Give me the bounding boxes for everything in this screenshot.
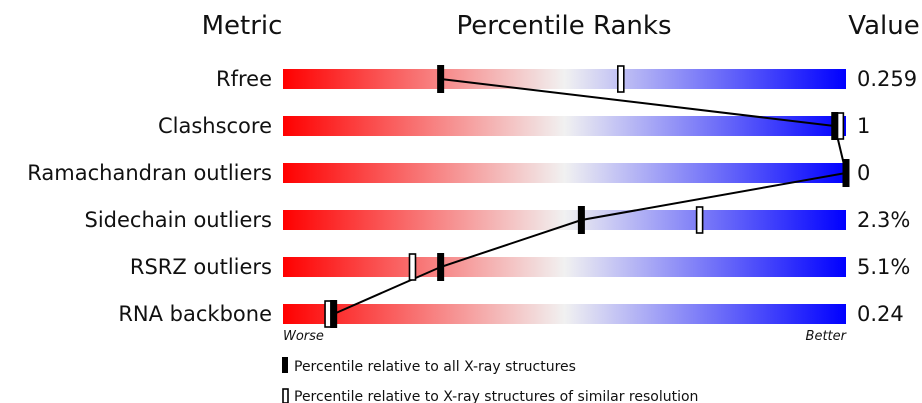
all-structures-marker-sidechain-outliers [577,206,585,234]
percentile-bar-ramachandran-outliers [283,163,846,183]
percentile-bar-rfree [283,69,846,89]
value-label-rsrz-outliers: 5.1% [857,255,910,279]
similar-resolution-marker-rfree [616,65,625,93]
value-label-sidechain-outliers: 2.3% [857,208,910,232]
similar-resolution-marker-rna-backbone [324,300,332,328]
metric-label-ramachandran-outliers: Ramachandran outliers [27,161,272,185]
metric-label-rsrz-outliers: RSRZ outliers [130,255,272,279]
all-structures-marker-rfree [437,65,445,93]
similar-resolution-marker-rsrz-outliers [408,253,417,281]
value-label-rna-backbone: 0.24 [857,302,904,326]
all-structures-marker-rna-backbone [330,300,338,328]
similar-resolution-marker-sidechain-outliers [695,206,704,234]
rank-bars: Rfree 0.259 Clashscore 1 Ramachandran outlie… [27,67,917,326]
percentile-bar-rna-backbone [283,304,846,324]
metric-label-rna-backbone: RNA backbone [118,302,272,326]
legend-filled-label: Percentile relative to all X-ray structu… [294,359,576,375]
all-structures-marker-rsrz-outliers [437,253,445,281]
metric-label-clashscore: Clashscore [158,114,272,138]
percentile-markers [324,65,850,328]
metric-label-rfree: Rfree [216,67,272,91]
percentile-connector-line [333,78,848,315]
value-label-rfree: 0.259 [857,67,917,91]
legend-hollow-marker [282,388,289,403]
axis-worse-label: Worse [283,329,324,344]
metric-label-sidechain-outliers: Sidechain outliers [84,208,272,232]
legend-hollow-label: Percentile relative to X-ray structures … [294,389,698,403]
legend-filled-marker [282,357,288,373]
all-structures-marker-clashscore [831,112,839,140]
percentile-bar-sidechain-outliers [283,210,846,230]
legend: Percentile relative to all X-ray structu… [282,357,698,403]
axis-better-label: Better [806,329,848,344]
percentile-bar-clashscore [283,116,846,136]
value-label-ramachandran-outliers: 0 [857,161,870,185]
ranks-header: Percentile Ranks [456,11,671,41]
all-structures-marker-ramachandran-outliers [842,159,850,187]
metric-header: Metric [202,11,283,41]
similar-resolution-marker-clashscore [836,112,845,140]
value-label-clashscore: 1 [857,114,870,138]
value-header: Value [848,11,919,41]
percentile-bar-rsrz-outliers [283,257,846,277]
